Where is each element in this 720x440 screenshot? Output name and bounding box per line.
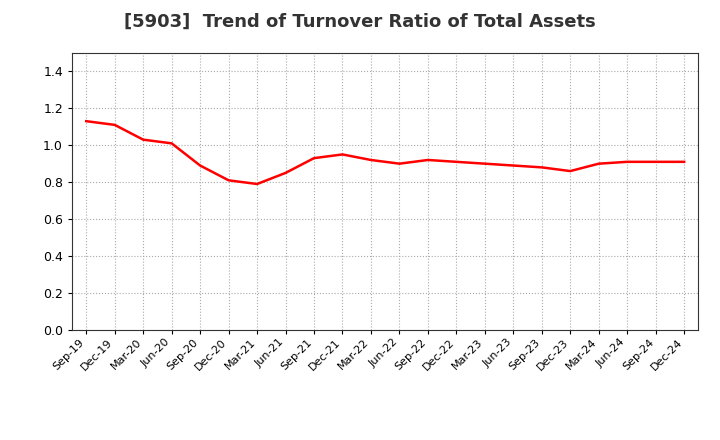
Text: [5903]  Trend of Turnover Ratio of Total Assets: [5903] Trend of Turnover Ratio of Total … <box>124 13 596 31</box>
